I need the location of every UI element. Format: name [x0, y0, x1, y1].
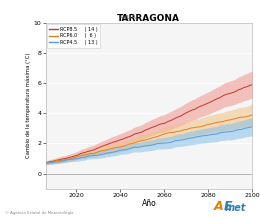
Title: TARRAGONA: TARRAGONA	[117, 14, 180, 23]
Y-axis label: Cambio de la temperatura máxima (°C): Cambio de la temperatura máxima (°C)	[25, 53, 31, 158]
Text: E: E	[223, 199, 232, 213]
Text: ANUAL: ANUAL	[119, 15, 141, 20]
Text: A: A	[213, 199, 223, 213]
Text: met: met	[225, 203, 246, 213]
Text: © Agencia Estatal de Meteorología: © Agencia Estatal de Meteorología	[5, 211, 74, 215]
X-axis label: Año: Año	[141, 199, 156, 208]
Legend: RCP8.5     ( 14 ), RCP6.0     (  6 ), RCP4.5     ( 13 ): RCP8.5 ( 14 ), RCP6.0 ( 6 ), RCP4.5 ( 13…	[47, 24, 100, 48]
